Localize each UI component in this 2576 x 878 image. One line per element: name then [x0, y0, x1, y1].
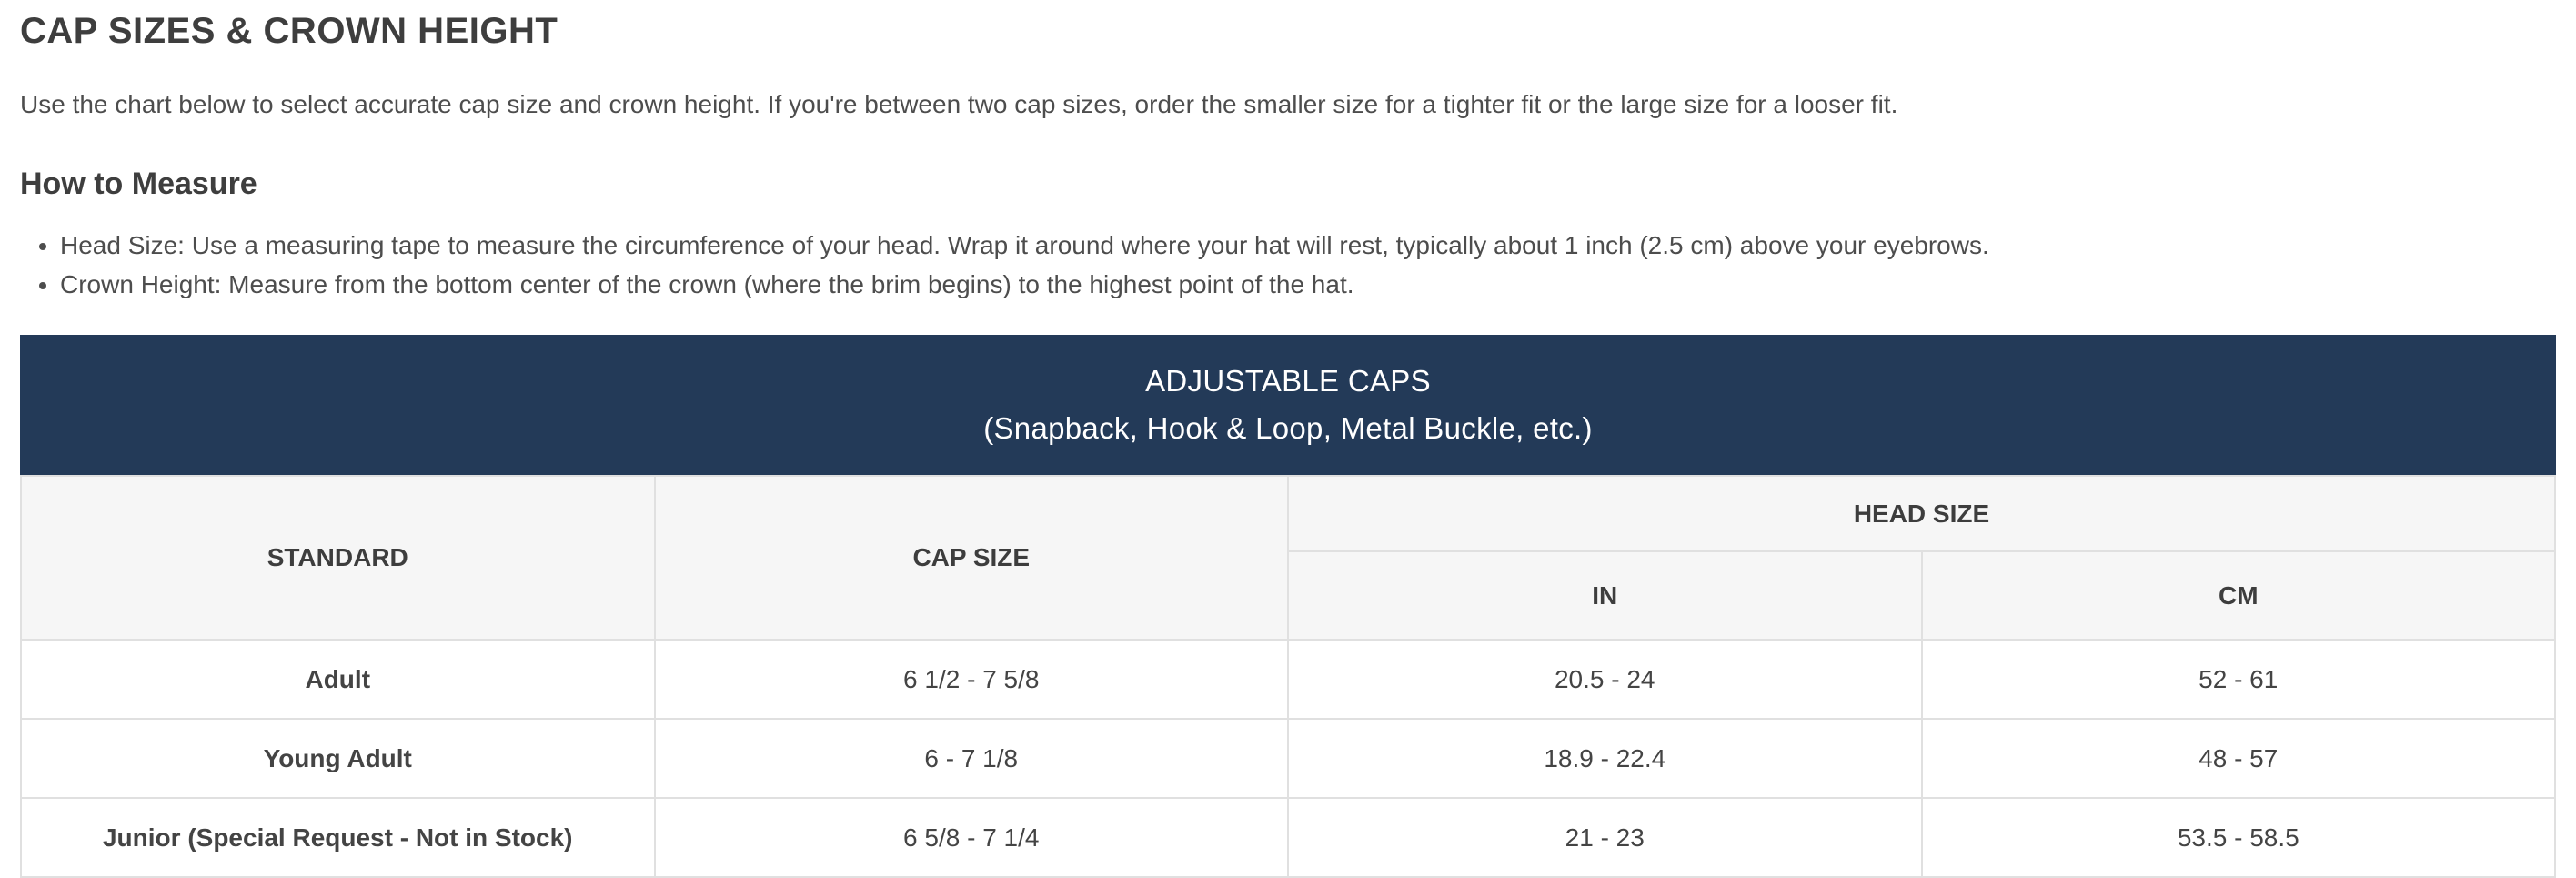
table-row-adult: Adult 6 1/2 - 7 5/8 20.5 - 24 52 - 61 [20, 639, 2556, 721]
col-header-head-size: HEAD SIZE [1287, 475, 2556, 553]
table-row-young-adult: Young Adult 6 - 7 1/8 18.9 - 22.4 48 - 5… [20, 718, 2556, 800]
cell-standard: Adult [20, 639, 656, 721]
cell-standard: Junior (Special Request - Not in Stock) [20, 797, 656, 878]
cell-head-in: 18.9 - 22.4 [1287, 718, 1923, 800]
cell-cap-size: 6 1/2 - 7 5/8 [653, 639, 1289, 721]
measure-item-head-size: Head Size: Use a measuring tape to measu… [60, 226, 2556, 265]
col-header-standard: STANDARD [20, 475, 656, 641]
measure-item-crown-height: Crown Height: Measure from the bottom ce… [60, 265, 2556, 304]
intro-paragraph: Use the chart below to select accurate c… [20, 90, 1898, 118]
cell-standard: Young Adult [20, 718, 656, 800]
col-header-cm: CM [1920, 550, 2556, 641]
size-table: STANDARD CAP SIZE HEAD SIZE IN CM Adult … [20, 475, 2556, 878]
cell-head-cm: 48 - 57 [1920, 718, 2556, 800]
table-banner: ADJUSTABLE CAPS (Snapback, Hook & Loop, … [20, 335, 2556, 476]
page-title: CAP SIZES & CROWN HEIGHT [20, 11, 558, 51]
cell-head-in: 21 - 23 [1287, 797, 1923, 878]
table-row-junior: Junior (Special Request - Not in Stock) … [20, 797, 2556, 878]
measure-list: Head Size: Use a measuring tape to measu… [20, 226, 2556, 304]
cell-head-in: 20.5 - 24 [1287, 639, 1923, 721]
cell-head-cm: 52 - 61 [1920, 639, 2556, 721]
col-header-cap-size: CAP SIZE [653, 475, 1289, 641]
adjustable-caps-table: ADJUSTABLE CAPS (Snapback, Hook & Loop, … [20, 335, 2556, 878]
cell-head-cm: 53.5 - 58.5 [1920, 797, 2556, 878]
banner-subtitle: (Snapback, Hook & Loop, Metal Buckle, et… [983, 411, 1593, 446]
cell-cap-size: 6 - 7 1/8 [653, 718, 1289, 800]
banner-title: ADJUSTABLE CAPS [1145, 364, 1431, 399]
size-chart-page: CAP SIZES & CROWN HEIGHT Use the chart b… [0, 11, 2576, 878]
how-to-measure-heading: How to Measure [20, 167, 257, 202]
col-header-in: IN [1287, 550, 1923, 641]
cell-cap-size: 6 5/8 - 7 1/4 [653, 797, 1289, 878]
